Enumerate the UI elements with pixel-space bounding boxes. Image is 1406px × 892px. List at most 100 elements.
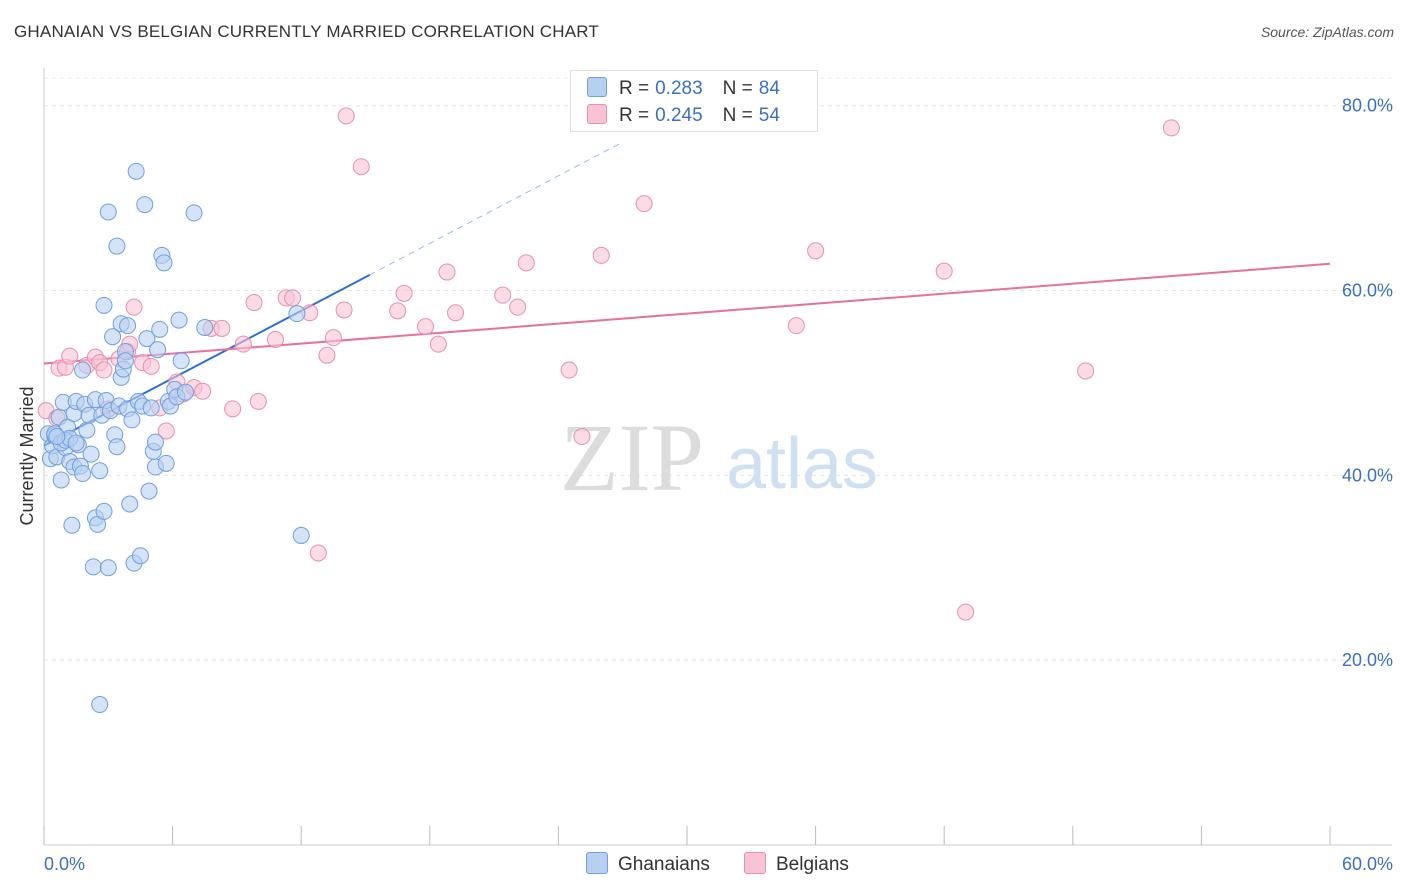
ghanaians-point [78, 421, 96, 439]
ghanaians-point [170, 311, 188, 329]
belgians-point [438, 263, 456, 281]
ghanaians-point [155, 254, 173, 272]
belgians-point [245, 294, 263, 312]
r-label: R = [619, 105, 650, 126]
belgians-point [635, 195, 653, 213]
belgians-point [1077, 362, 1095, 380]
belgians-point [337, 107, 355, 125]
ghanaians-point [288, 305, 306, 323]
ghanaians-point [74, 361, 92, 379]
belgians-point [194, 382, 212, 400]
stats-legend: R = 0.283 N = 84 R = 0.245 N = 54 [570, 70, 818, 132]
belgians-point [957, 603, 975, 621]
ghanaians-point [99, 203, 117, 221]
ghanaians-point [292, 526, 310, 544]
tick-labels: 20.0% 40.0% 60.0% 80.0% 0.0% 60.0% [44, 96, 1393, 874]
x-tick-label: 0.0% [44, 854, 85, 874]
belgians-point [494, 286, 512, 304]
watermark: ZIP atlas [560, 404, 878, 511]
belgians-point [309, 544, 327, 562]
y-tick-label: 40.0% [1342, 465, 1393, 485]
belgians-point [395, 284, 413, 302]
ghanaians-trend-extension [369, 141, 623, 276]
belgians-point [234, 335, 252, 353]
ghanaians-point [104, 328, 122, 346]
belgians-point [224, 400, 242, 418]
ghanaians-point [146, 433, 164, 451]
ghanaians-point [149, 341, 167, 359]
source-credit: Source: ZipAtlas.com [1260, 24, 1394, 40]
ghanaians-point [48, 428, 66, 446]
belgians-point [517, 254, 535, 272]
belgians-point [266, 331, 284, 349]
ghanaians-point [140, 482, 158, 500]
belgians-swatch [744, 852, 766, 874]
ghanaians-point [127, 162, 145, 180]
r-value: 0.245 [655, 105, 703, 126]
belgians-point [335, 301, 353, 319]
legend-row-belgians: R = 0.245 N = 54 [587, 104, 780, 126]
belgians-point [157, 422, 175, 440]
belgians-point [324, 329, 342, 347]
axes [43, 68, 1392, 846]
ghanaians-point [123, 411, 141, 429]
grid-lines [44, 77, 1392, 661]
ghanaians-point [91, 462, 109, 480]
belgians-point [447, 304, 465, 322]
ghanaians-point [172, 352, 190, 370]
ghanaians-point [84, 558, 102, 576]
ghanaians-point [99, 559, 117, 577]
belgians-point [787, 317, 805, 335]
y-axis-label: Currently Married [17, 386, 37, 525]
ghanaians-point [82, 445, 100, 463]
belgians-point [573, 428, 591, 446]
watermark-atlas: atlas [726, 424, 878, 504]
belgians-point [560, 361, 578, 379]
data-points [37, 107, 1180, 714]
ghanaians-point [157, 454, 175, 472]
ghanaians-point [119, 317, 137, 335]
y-tick-label: 80.0% [1342, 96, 1393, 116]
ghanaians-swatch [586, 852, 608, 874]
belgians-point [352, 158, 370, 176]
r-label: R = [619, 78, 650, 99]
legend-row-ghanaians: R = 0.283 N = 84 [587, 77, 780, 99]
belgians-point [125, 298, 143, 316]
ghanaians-point [138, 330, 156, 348]
ghanaians-point [91, 696, 109, 714]
trend-lines [43, 141, 1331, 447]
belgians-point [417, 318, 435, 336]
watermark-zip: ZIP [560, 404, 704, 511]
belgians-point [284, 289, 302, 307]
belgians-point [142, 357, 160, 375]
n-label: N = [722, 78, 753, 99]
chart-title: GHANAIAN VS BELGIAN CURRENTLY MARRIED CO… [14, 22, 600, 41]
y-tick-label: 60.0% [1342, 281, 1393, 301]
ghanaians-point [63, 516, 81, 534]
ghanaians-point [108, 438, 126, 456]
belgians-swatch [587, 104, 607, 124]
ghanaians-point [95, 296, 113, 314]
y-tick-label: 20.0% [1342, 650, 1393, 670]
ghanaians-point [95, 502, 113, 520]
ghanaians-point [142, 399, 160, 417]
belgians-point [318, 346, 336, 364]
ghanaians-point [67, 434, 85, 452]
belgians-point [249, 392, 267, 410]
belgians-point [935, 262, 953, 280]
legend-item-ghanaians[interactable]: Ghanaians [586, 852, 710, 876]
ghanaians-point [108, 237, 126, 255]
belgians-point [213, 319, 231, 337]
belgians-point [592, 246, 610, 264]
belgians-point [61, 347, 79, 365]
belgians-point [389, 302, 407, 320]
belgians-point [807, 242, 825, 260]
ghanaians-point [136, 196, 154, 214]
n-value: 84 [758, 78, 780, 99]
belgians-point [429, 335, 447, 353]
legend-item-belgians[interactable]: Belgians [744, 852, 849, 876]
ghanaians-point [185, 204, 203, 222]
x-tick-label: 60.0% [1342, 854, 1393, 874]
ghanaians-point [116, 352, 134, 370]
